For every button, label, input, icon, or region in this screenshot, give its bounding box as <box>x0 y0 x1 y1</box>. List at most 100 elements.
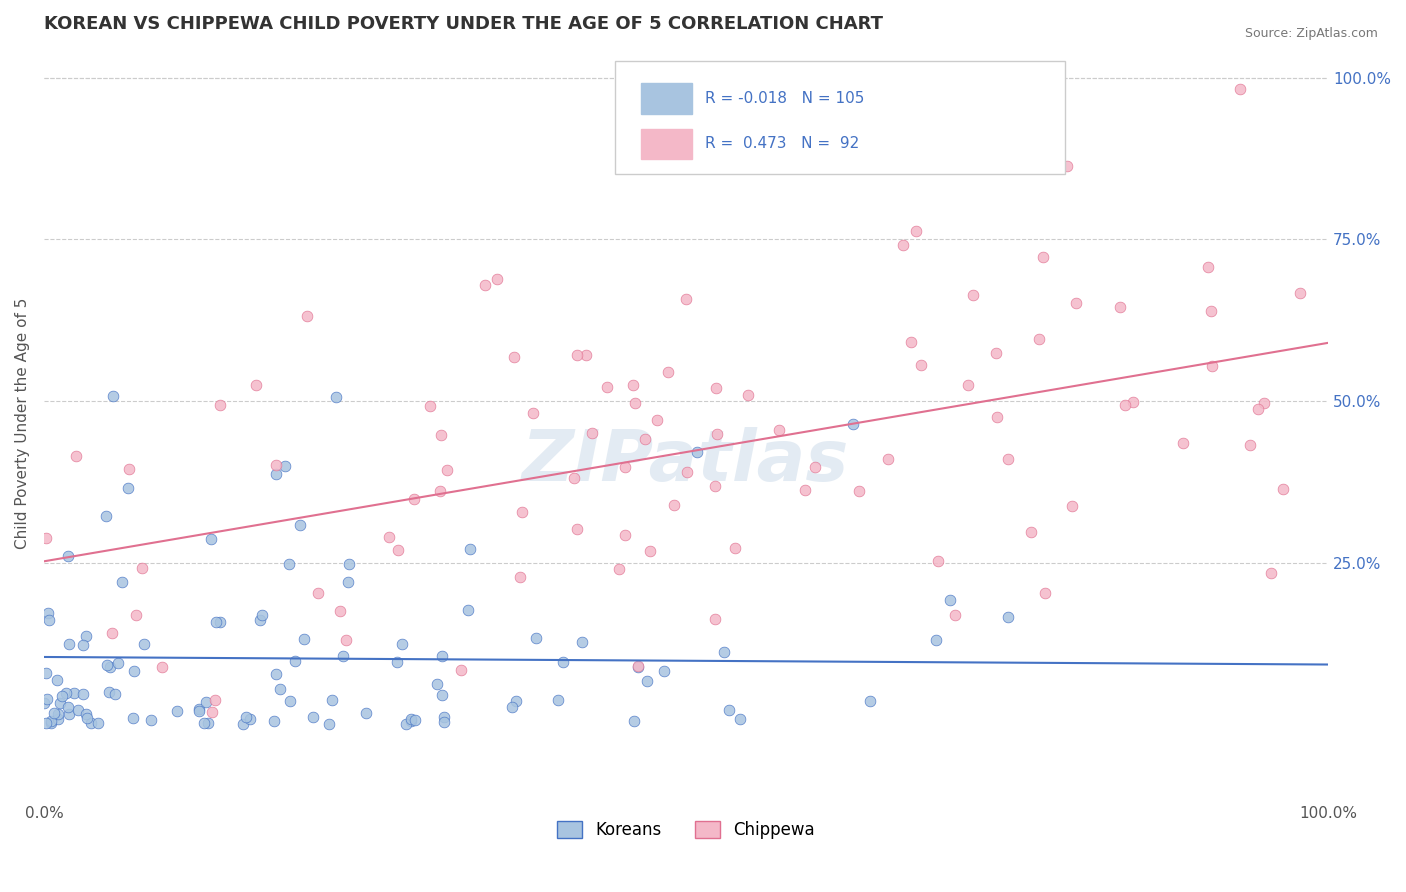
Point <box>728 712 751 726</box>
Point <box>636 674 658 689</box>
Point <box>245 377 267 392</box>
Point <box>900 335 922 350</box>
Point <box>768 424 790 438</box>
Point <box>571 635 593 649</box>
Point <box>1019 525 1042 540</box>
Point <box>394 717 416 731</box>
Point <box>1109 300 1132 314</box>
Point <box>391 637 413 651</box>
Point <box>508 570 530 584</box>
Point <box>1260 566 1282 581</box>
Point <box>332 649 354 664</box>
Point <box>450 663 472 677</box>
Point <box>235 710 257 724</box>
Point <box>1272 482 1295 496</box>
Point <box>429 428 451 442</box>
Point <box>98 685 121 699</box>
Point <box>614 528 637 542</box>
Point <box>848 483 870 498</box>
Point <box>150 660 173 674</box>
Point <box>429 483 451 498</box>
Point <box>842 417 865 431</box>
Point <box>399 712 422 726</box>
Point <box>269 681 291 696</box>
Point <box>278 558 301 572</box>
Point <box>404 713 426 727</box>
Point <box>200 533 222 547</box>
Point <box>205 615 228 629</box>
Point <box>94 508 117 523</box>
Point <box>55 686 77 700</box>
Point <box>713 645 735 659</box>
Point <box>122 664 145 678</box>
Text: R =  0.473   N =  92: R = 0.473 N = 92 <box>706 136 859 152</box>
Point <box>609 562 631 576</box>
Point <box>204 693 226 707</box>
Point <box>37 607 59 621</box>
Point <box>662 498 685 512</box>
FancyBboxPatch shape <box>641 84 692 113</box>
Point <box>432 688 454 702</box>
Point <box>76 711 98 725</box>
Point <box>426 677 449 691</box>
Point <box>859 694 882 708</box>
Point <box>354 706 377 720</box>
Point <box>249 614 271 628</box>
Point <box>72 687 94 701</box>
Point <box>264 467 287 481</box>
Point <box>377 530 399 544</box>
Point <box>436 463 458 477</box>
Point <box>263 714 285 729</box>
Point <box>325 390 347 404</box>
Point <box>419 400 441 414</box>
Point <box>35 665 58 680</box>
Point <box>38 613 60 627</box>
Point <box>703 611 725 625</box>
Point <box>46 673 69 687</box>
Point <box>232 716 254 731</box>
Point <box>457 602 479 616</box>
Text: ZIPatlas: ZIPatlas <box>522 427 849 496</box>
Point <box>1253 395 1275 409</box>
Point <box>239 712 262 726</box>
Point <box>51 689 73 703</box>
Point <box>131 560 153 574</box>
Point <box>117 481 139 495</box>
Point <box>1197 260 1219 274</box>
Point <box>399 714 422 729</box>
Point <box>562 471 585 485</box>
Point <box>458 541 481 556</box>
Point <box>1229 82 1251 96</box>
Point <box>134 637 156 651</box>
Point <box>193 715 215 730</box>
Point <box>502 350 524 364</box>
Point <box>284 654 307 668</box>
Point <box>318 717 340 731</box>
Point <box>98 659 121 673</box>
Point <box>575 348 598 362</box>
Point <box>1173 436 1195 450</box>
Point <box>905 224 928 238</box>
Point <box>986 410 1008 425</box>
Point <box>623 714 645 728</box>
Point <box>107 656 129 670</box>
Point <box>927 553 949 567</box>
Point <box>32 696 55 710</box>
Point <box>596 380 619 394</box>
Point <box>35 716 58 731</box>
Point <box>278 693 301 707</box>
Point <box>877 452 900 467</box>
Text: KOREAN VS CHIPPEWA CHILD POVERTY UNDER THE AGE OF 5 CORRELATION CHART: KOREAN VS CHIPPEWA CHILD POVERTY UNDER T… <box>44 15 883 33</box>
Point <box>72 638 94 652</box>
Point <box>891 238 914 252</box>
Point <box>42 706 65 720</box>
Point <box>1060 499 1083 513</box>
Point <box>984 346 1007 360</box>
Point <box>565 348 588 362</box>
Point <box>737 388 759 402</box>
Point <box>1122 395 1144 409</box>
Point <box>430 649 453 664</box>
FancyBboxPatch shape <box>616 61 1064 174</box>
Point <box>433 710 456 724</box>
Point <box>676 465 699 479</box>
